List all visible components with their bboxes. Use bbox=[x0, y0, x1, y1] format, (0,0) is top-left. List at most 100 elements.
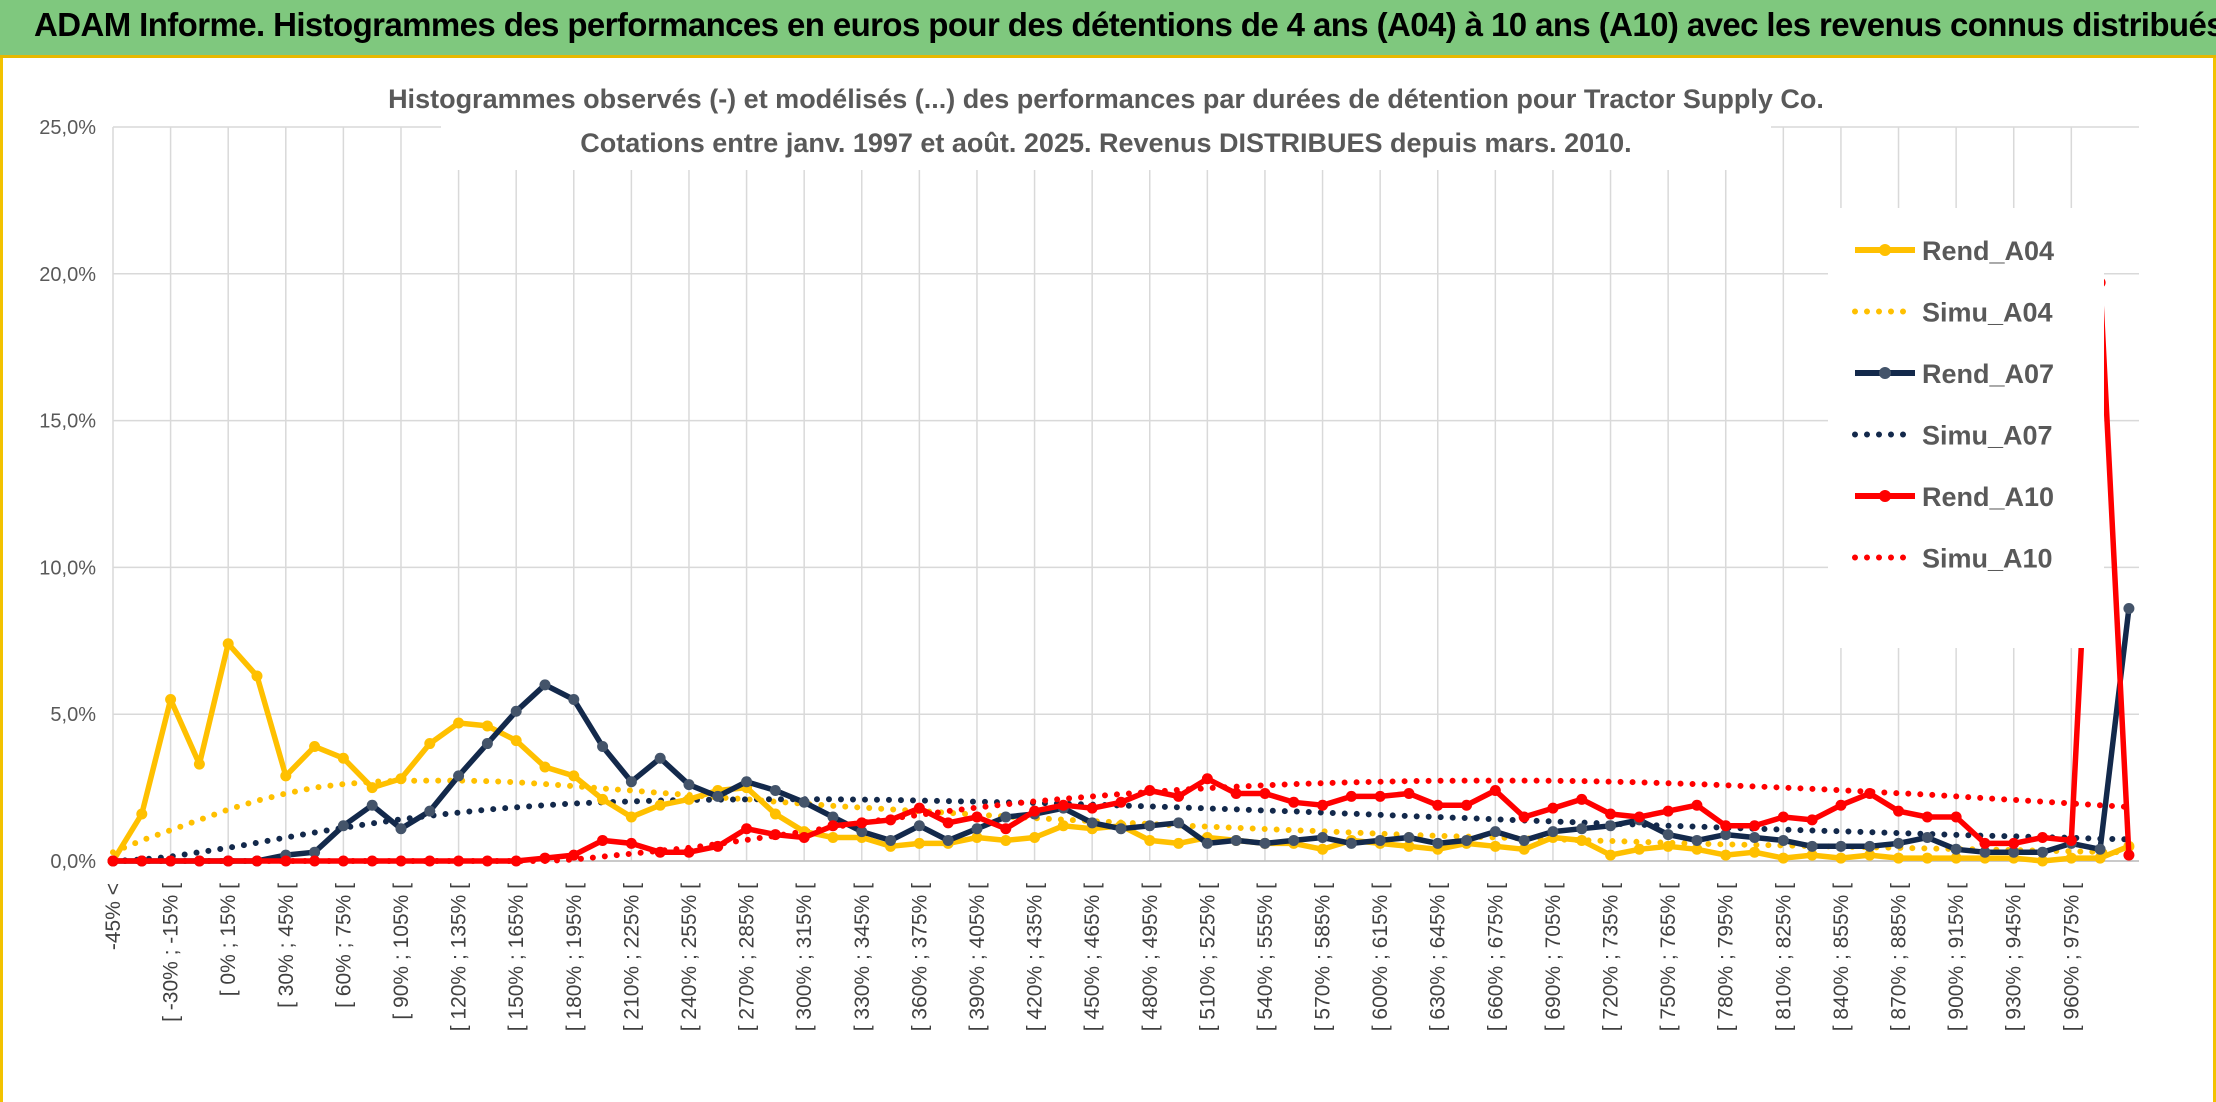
x-tick-label: [ 540% ; 555% [ bbox=[1254, 883, 1277, 1031]
data-point bbox=[136, 855, 148, 867]
data-point bbox=[827, 820, 839, 832]
data-point bbox=[1720, 829, 1732, 841]
data-point bbox=[712, 840, 724, 852]
data-point bbox=[453, 717, 465, 729]
data-point bbox=[2065, 834, 2077, 846]
data-point bbox=[1489, 826, 1501, 838]
data-point bbox=[1547, 826, 1559, 838]
legend-background bbox=[1828, 208, 2104, 648]
data-point bbox=[597, 740, 609, 752]
legend-marker bbox=[1879, 367, 1891, 379]
data-point bbox=[769, 829, 781, 841]
x-tick-label: [ 660% ; 675% [ bbox=[1484, 883, 1507, 1031]
legend-marker bbox=[1879, 490, 1891, 502]
data-point bbox=[1144, 834, 1156, 846]
data-point bbox=[1374, 834, 1386, 846]
data-point bbox=[2123, 603, 2135, 615]
x-tick-label: [ 690% ; 705% [ bbox=[1542, 883, 1565, 1031]
series-line-rend_a10 bbox=[113, 279, 2132, 864]
x-tick-label: [ -30% ; -15% [ bbox=[160, 883, 183, 1022]
data-point bbox=[885, 834, 897, 846]
x-tick-label: [ 780% ; 795% [ bbox=[1715, 883, 1738, 1031]
data-point bbox=[424, 738, 436, 750]
data-point bbox=[1835, 852, 1847, 864]
data-point bbox=[1749, 832, 1761, 844]
data-point bbox=[1230, 834, 1242, 846]
x-tick-label: [ 870% ; 885% [ bbox=[1888, 883, 1911, 1031]
histogram-chart: 0,0% 5,0% 10,0% 15,0% 20,0% 25,0% -45% < [ -30%… bbox=[39, 60, 2139, 1031]
data-point bbox=[1864, 849, 1876, 861]
data-point bbox=[366, 782, 378, 794]
data-point bbox=[1259, 787, 1271, 799]
data-point bbox=[1086, 802, 1098, 814]
data-point bbox=[453, 770, 465, 782]
data-point bbox=[625, 811, 637, 823]
data-point bbox=[1547, 802, 1559, 814]
x-tick-label: [ 420% ; 435% [ bbox=[1024, 883, 1047, 1031]
data-point bbox=[1777, 834, 1789, 846]
data-point bbox=[2065, 852, 2077, 864]
x-tick-label: [ 60% ; 75% [ bbox=[332, 883, 355, 1008]
legend-label-rend_a07: Rend_A07 bbox=[1922, 359, 2054, 389]
data-point bbox=[1461, 799, 1473, 811]
data-point bbox=[2037, 855, 2049, 867]
x-tick-label: [ 390% ; 405% [ bbox=[966, 883, 989, 1031]
data-point bbox=[1662, 840, 1674, 852]
data-point bbox=[337, 752, 349, 764]
data-point bbox=[1979, 846, 1991, 858]
data-point bbox=[1489, 840, 1501, 852]
data-point bbox=[1144, 820, 1156, 832]
data-point bbox=[913, 802, 925, 814]
legend-label-simu_a10: Simu_A10 bbox=[1922, 544, 2053, 574]
data-point bbox=[280, 855, 292, 867]
chart-title: Histogrammes observés (-) et modélisés (… bbox=[388, 84, 1824, 114]
data-point bbox=[625, 776, 637, 788]
data-point bbox=[2094, 843, 2106, 855]
data-point bbox=[683, 779, 695, 791]
header-banner: ADAM Informe. Histogrammes des performan… bbox=[0, 0, 2216, 58]
data-point bbox=[1288, 834, 1300, 846]
legend-label-rend_a04: Rend_A04 bbox=[1922, 236, 2054, 266]
data-point bbox=[1806, 840, 1818, 852]
data-point bbox=[1633, 811, 1645, 823]
data-point bbox=[712, 790, 724, 802]
data-point bbox=[2094, 852, 2106, 864]
data-point bbox=[193, 855, 205, 867]
data-point bbox=[1173, 837, 1185, 849]
data-point bbox=[1000, 811, 1012, 823]
data-point bbox=[1518, 834, 1530, 846]
data-point bbox=[683, 793, 695, 805]
data-point bbox=[1576, 793, 1588, 805]
data-point bbox=[1317, 843, 1329, 855]
x-tick-label: [ 120% ; 135% [ bbox=[448, 883, 471, 1031]
data-point bbox=[597, 834, 609, 846]
x-tick-label: [ 210% ; 225% [ bbox=[620, 883, 643, 1031]
y-tick-label: 25,0% bbox=[39, 117, 96, 139]
x-tick-label: [ 480% ; 495% [ bbox=[1139, 883, 1162, 1031]
data-point bbox=[1864, 840, 1876, 852]
data-point bbox=[1835, 799, 1847, 811]
data-point bbox=[1057, 799, 1069, 811]
x-tick-label: [ 810% ; 825% [ bbox=[1772, 883, 1795, 1031]
data-point bbox=[1144, 785, 1156, 797]
x-tick-label: [ 0% ; 15% [ bbox=[217, 883, 240, 996]
data-point bbox=[1317, 799, 1329, 811]
data-point bbox=[1201, 773, 1213, 785]
chart-frame: 0,0% 5,0% 10,0% 15,0% 20,0% 25,0% -45% < [ -30%… bbox=[0, 58, 2216, 1102]
data-point bbox=[1403, 840, 1415, 852]
data-point bbox=[481, 738, 493, 750]
data-point bbox=[395, 773, 407, 785]
data-point bbox=[1691, 834, 1703, 846]
x-tick-label: [ 960% ; 975% [ bbox=[2060, 883, 2083, 1031]
data-point bbox=[1230, 787, 1242, 799]
data-point bbox=[1749, 846, 1761, 858]
data-point bbox=[971, 823, 983, 835]
legend-marker bbox=[1879, 244, 1891, 256]
data-point bbox=[1000, 823, 1012, 835]
x-tick-label: [ 900% ; 915% [ bbox=[1945, 883, 1968, 1031]
data-point bbox=[1662, 805, 1674, 817]
data-point bbox=[1115, 823, 1127, 835]
data-point bbox=[798, 796, 810, 808]
x-tick-label: [ 450% ; 465% [ bbox=[1081, 883, 1104, 1031]
data-point bbox=[741, 823, 753, 835]
